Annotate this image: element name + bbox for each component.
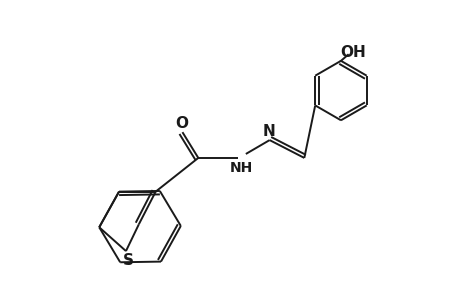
Text: OH: OH xyxy=(339,45,365,60)
Text: S: S xyxy=(122,254,133,268)
Text: NH: NH xyxy=(229,161,252,175)
Text: N: N xyxy=(262,124,274,139)
Text: O: O xyxy=(174,116,188,131)
